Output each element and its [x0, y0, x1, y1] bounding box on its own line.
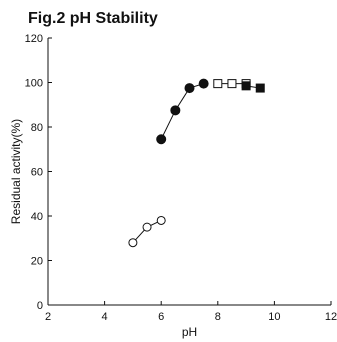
x-tick-label: 10 — [268, 311, 280, 323]
data-point-filled-square — [255, 83, 265, 93]
x-tick-label: 8 — [215, 311, 221, 323]
data-point-filled-square — [241, 81, 251, 91]
y-tick-label: 20 — [31, 256, 43, 268]
y-tick-label: 60 — [31, 167, 43, 179]
x-tick-label: 12 — [325, 311, 337, 323]
data-point-filled-circle — [198, 78, 209, 89]
data-point-open-circle — [156, 215, 166, 225]
y-tick-label: 100 — [25, 78, 43, 90]
data-point-open-circle — [128, 238, 138, 248]
y-tick-label: 120 — [25, 33, 43, 45]
data-point-open-square — [213, 79, 223, 89]
y-tick-label: 80 — [31, 122, 43, 134]
data-point-filled-circle — [170, 105, 181, 116]
series-line-0 — [160, 83, 204, 140]
x-axis-label: pH — [182, 325, 197, 339]
data-point-open-square — [227, 79, 237, 89]
chart-axes — [47, 38, 331, 306]
data-point-open-circle — [142, 222, 152, 232]
x-tick-label: 4 — [102, 311, 108, 323]
x-tick-label: 6 — [158, 311, 164, 323]
y-tick-label: 0 — [37, 300, 43, 312]
data-point-filled-circle — [184, 83, 195, 94]
chart-marks — [128, 78, 265, 248]
chart-series-lines — [132, 83, 261, 244]
data-point-filled-circle — [156, 134, 167, 145]
chart-title: Fig.2 pH Stability — [28, 10, 158, 27]
x-tick-label: 2 — [45, 311, 51, 323]
y-tick-label: 40 — [31, 211, 43, 223]
y-axis-label: Residual activity(%) — [9, 119, 23, 224]
